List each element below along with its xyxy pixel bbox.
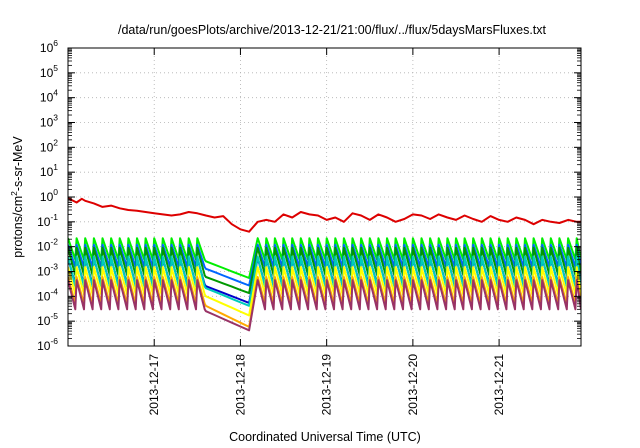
y-tick-label: 10-4	[37, 286, 58, 303]
x-tick-label: 2013-12-18	[233, 354, 247, 416]
x-tick-label: 2013-12-19	[320, 354, 334, 416]
x-tick-label: 2013-12-20	[406, 354, 420, 416]
y-tick-label: 10-6	[37, 336, 58, 353]
y-tick-label: 102	[40, 137, 58, 154]
x-tick-label: 2013-12-17	[147, 354, 161, 416]
series-line	[68, 266, 581, 317]
x-tick-label: 2013-12-21	[492, 354, 506, 416]
series-line	[68, 255, 581, 307]
y-tick-label: 103	[40, 113, 58, 130]
series-layer	[68, 197, 581, 332]
x-axis-label: Coordinated Universal Time (UTC)	[229, 430, 421, 444]
chart-title: /data/run/goesPlots/archive/2013-12-21/2…	[118, 23, 547, 37]
y-tick-label: 105	[40, 63, 58, 80]
series-line	[68, 243, 581, 287]
y-tick-label: 10-5	[37, 311, 58, 328]
y-tick-label: 106	[40, 38, 58, 55]
y-tick-label: 104	[40, 88, 58, 105]
series-line	[68, 279, 581, 332]
y-axis-label: protons/cm2-s-sr-MeV	[9, 136, 25, 258]
series-line	[68, 237, 581, 279]
y-tick-label: 101	[40, 162, 58, 179]
series-line	[68, 246, 581, 295]
y-tick-label: 10-2	[37, 237, 58, 254]
y-tick-label: 100	[40, 187, 58, 204]
series-line	[68, 197, 581, 233]
y-tick-label: 10-1	[37, 212, 58, 229]
axis-ticks: 10-6 10-5 10-4 10-3 10-2 10-1 100 101 102 103 104 1…	[37, 38, 581, 415]
y-tick-label: 10-3	[37, 262, 58, 279]
